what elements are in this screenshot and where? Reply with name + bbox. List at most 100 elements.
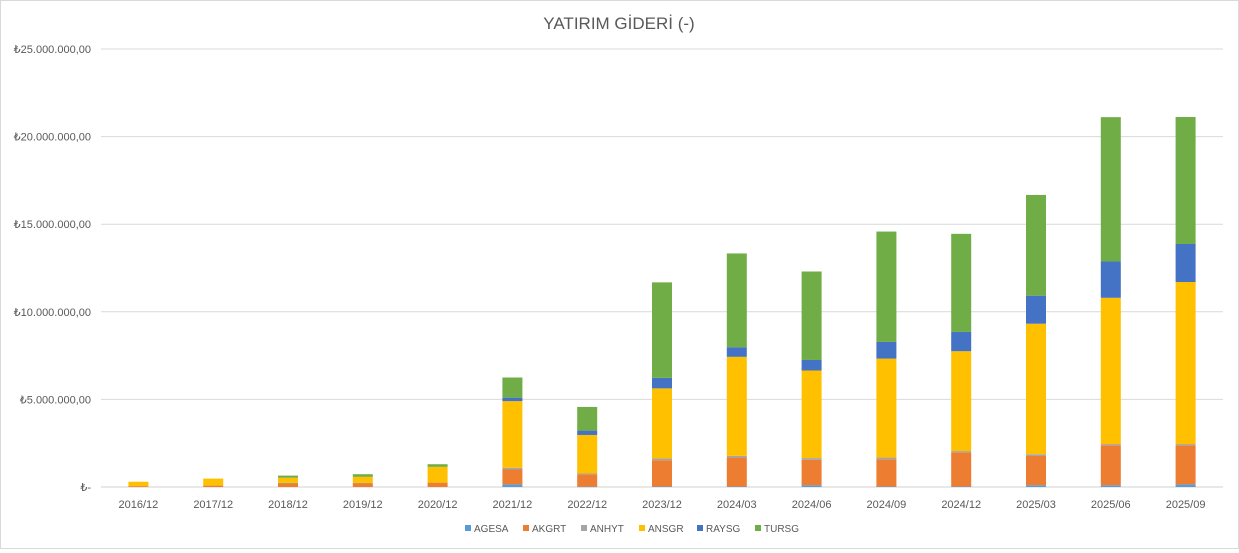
bar-segment-anhyt <box>876 457 897 460</box>
bar-segment-raysg <box>652 377 672 389</box>
x-tick-label: 2024/03 <box>717 499 757 511</box>
bar-segment-tursg <box>726 253 747 348</box>
bar-segment-tursg <box>427 464 448 467</box>
x-tick-label: 2023/12 <box>642 499 682 511</box>
bar-segment-tursg <box>876 231 897 342</box>
bar-segment-agesa <box>876 486 897 487</box>
y-tick-label: ₺5.000.000,00 <box>20 394 91 406</box>
bar-segment-anhyt <box>278 482 298 484</box>
bar-segment-anhyt <box>801 458 822 460</box>
legend-label-raysg: RAYSG <box>706 524 740 535</box>
bar-segment-akgrt <box>1100 445 1121 486</box>
bar-segment-ansgr <box>427 466 448 483</box>
legend-label-tursg: TURSG <box>764 524 799 535</box>
bar-segment-anhyt <box>577 473 598 475</box>
bar-segment-tursg <box>652 282 672 378</box>
bar-segment-raysg <box>1026 295 1046 324</box>
bar-segment-akgrt <box>577 474 598 487</box>
bar-segment-ansgr <box>502 401 523 468</box>
bar-segment-akgrt <box>502 469 523 485</box>
bar-segment-raysg <box>801 359 822 371</box>
bar-segment-akgrt <box>726 457 747 487</box>
bar-segment-ansgr <box>352 476 373 483</box>
bar-segment-anhyt <box>1175 444 1196 446</box>
bar-segment-tursg <box>1175 116 1196 244</box>
legend-swatch-akgrt <box>523 525 529 531</box>
bar-segment-akgrt <box>1026 455 1046 486</box>
x-tick-label: 2024/06 <box>792 499 832 511</box>
chart-title: YATIRIM GİDERİ (-) <box>543 14 694 33</box>
x-tick-label: 2024/12 <box>941 499 981 511</box>
bar-segment-akgrt <box>278 483 298 487</box>
bar-segment-akgrt <box>652 460 672 487</box>
bar-segment-ansgr <box>128 481 149 487</box>
bar-segment-raysg <box>876 341 897 359</box>
x-tick-label: 2017/12 <box>193 499 233 511</box>
bar-segment-anhyt <box>502 467 523 470</box>
bar-segment-ansgr <box>951 351 972 452</box>
legend-swatch-anhyt <box>581 525 587 531</box>
bar-segment-agesa <box>1100 485 1121 487</box>
bar-segment-tursg <box>1100 117 1121 262</box>
bar-segment-raysg <box>1175 243 1196 283</box>
bar-segment-anhyt <box>352 482 373 484</box>
bar-segment-ansgr <box>203 478 224 486</box>
x-tick-label: 2019/12 <box>343 499 383 511</box>
bar-segment-raysg <box>502 397 523 402</box>
x-tick-label: 2020/12 <box>418 499 458 511</box>
bar-segment-raysg <box>726 347 747 357</box>
legend-label-akgrt: AKGRT <box>532 524 566 535</box>
bar-segment-agesa <box>502 484 523 487</box>
bar-segment-anhyt <box>652 458 672 461</box>
y-tick-label: ₺15.000.000,00 <box>14 219 91 231</box>
bar-segment-raysg <box>1100 261 1121 298</box>
bar-segment-ansgr <box>278 477 298 483</box>
bar-segment-agesa <box>1175 484 1196 487</box>
bar-segment-tursg <box>1026 194 1046 296</box>
y-tick-label: ₺10.000.000,00 <box>14 307 91 319</box>
bar-segment-ansgr <box>801 370 822 459</box>
bar-segment-raysg <box>951 331 972 352</box>
legend-swatch-agesa <box>465 525 471 531</box>
x-tick-label: 2025/09 <box>1166 499 1206 511</box>
y-tick-label: ₺- <box>80 482 91 494</box>
x-tick-label: 2016/12 <box>119 499 159 511</box>
bar-segment-tursg <box>577 406 598 431</box>
bar-segment-ansgr <box>577 434 598 474</box>
bar-segment-ansgr <box>726 356 747 456</box>
y-tick-label: ₺25.000.000,00 <box>14 44 91 56</box>
bar-segment-tursg <box>951 233 972 332</box>
bar-segment-raysg <box>577 430 598 435</box>
bar-segment-ansgr <box>652 388 672 459</box>
bar-segment-akgrt <box>801 459 822 486</box>
x-tick-label: 2024/09 <box>867 499 907 511</box>
legend-swatch-tursg <box>755 525 761 531</box>
bar-segment-akgrt <box>876 459 897 487</box>
x-tick-label: 2021/12 <box>493 499 533 511</box>
bar-segment-akgrt <box>1175 445 1196 485</box>
bar-segment-akgrt <box>427 482 448 487</box>
bar-segment-ansgr <box>1100 297 1121 445</box>
bar-segment-agesa <box>652 486 672 487</box>
bar-segment-ansgr <box>1175 282 1196 445</box>
legend-label-ansgr: ANSGR <box>648 524 684 535</box>
bar-segment-agesa <box>726 486 747 487</box>
bar-segment-akgrt <box>352 483 373 487</box>
x-tick-label: 2025/03 <box>1016 499 1056 511</box>
bar-segment-anhyt <box>726 455 747 458</box>
bar-segment-ansgr <box>876 358 897 458</box>
bar-segment-ansgr <box>1026 323 1046 455</box>
bar-segment-tursg <box>278 475 298 478</box>
bar-segment-akgrt <box>203 485 224 487</box>
bar-segment-akgrt <box>128 486 149 487</box>
bar-segment-agesa <box>1026 485 1046 487</box>
bar-segment-tursg <box>801 271 822 360</box>
y-tick-label: ₺20.000.000,00 <box>14 132 91 144</box>
legend-swatch-raysg <box>697 525 703 531</box>
legend-label-anhyt: ANHYT <box>590 524 624 535</box>
bar-segment-anhyt <box>1026 454 1046 456</box>
x-tick-label: 2018/12 <box>268 499 308 511</box>
x-tick-label: 2022/12 <box>567 499 607 511</box>
